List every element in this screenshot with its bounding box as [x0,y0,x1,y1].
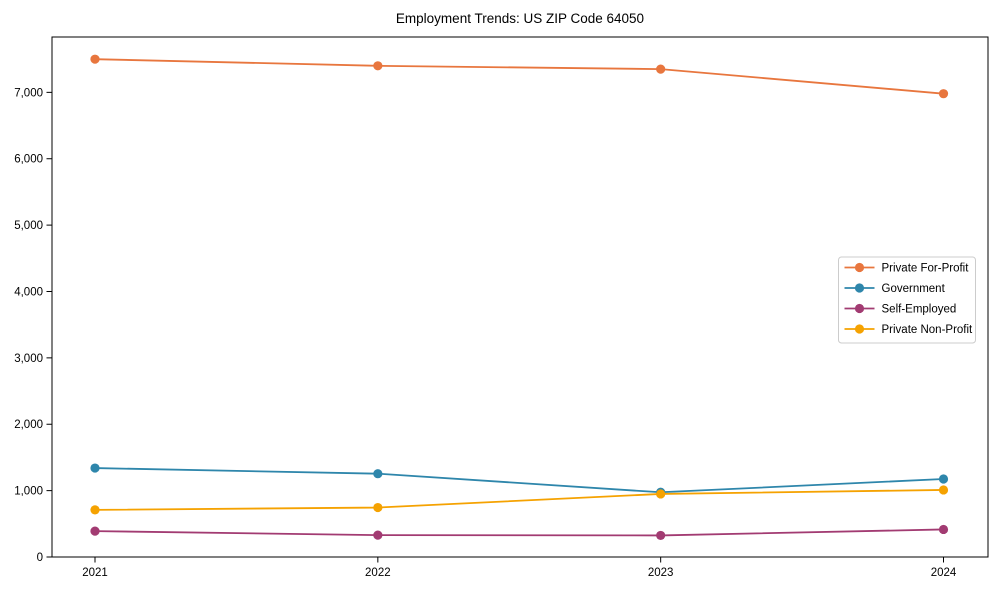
y-tick-label: 7,000 [14,87,43,99]
series-marker-self-employed [938,524,949,535]
series-line-self-employed [94,528,945,537]
series-line-private-non-profit [94,489,945,511]
plot-border [51,36,989,558]
y-tick-label: 3,000 [14,353,43,365]
legend-entry-label: Government [882,283,946,295]
series-marker-self-employed [656,530,666,541]
series-line-private-for-profit [94,58,945,95]
x-tick-label: 2021 [82,567,108,579]
series-marker-private-for-profit [90,54,100,64]
series-marker-self-employed [90,526,100,536]
chart-title: Employment Trends: US ZIP Code 64050 [395,11,645,26]
legend-sample-marker [854,324,865,334]
y-tick-label: 0 [37,552,43,564]
legend-entry-label: Private Non-Profit [882,324,974,336]
x-tick-label: 2024 [931,567,957,579]
x-tick-label: 2022 [365,567,391,579]
series-marker-private-non-profit [938,485,949,495]
series-marker-private-non-profit [656,489,666,499]
y-tick-label: 4,000 [14,286,43,298]
series-marker-private-for-profit [373,61,383,71]
legend-entry-label: Self-Employed [882,304,957,316]
legend-entry-label: Private For-Profit [882,263,970,275]
series-marker-government [90,463,100,473]
series-marker-self-employed [373,530,383,540]
legend-sample-marker [854,262,865,273]
y-tick-label: 1,000 [14,486,43,498]
y-tick-label: 2,000 [14,419,43,431]
series-marker-government [373,469,383,479]
series-marker-private-non-profit [90,505,100,515]
y-tick-label: 6,000 [14,154,43,166]
series-marker-private-for-profit [938,89,949,99]
y-tick-label: 5,000 [14,220,43,232]
legend-box [838,256,976,344]
legend-sample-marker [854,303,865,314]
x-tick-label: 2023 [648,567,674,579]
series-marker-private-non-profit [373,502,383,513]
series-line-government [94,467,945,494]
series-marker-private-for-profit [656,64,666,74]
series-marker-government [938,474,949,484]
legend-sample-marker [854,283,865,293]
